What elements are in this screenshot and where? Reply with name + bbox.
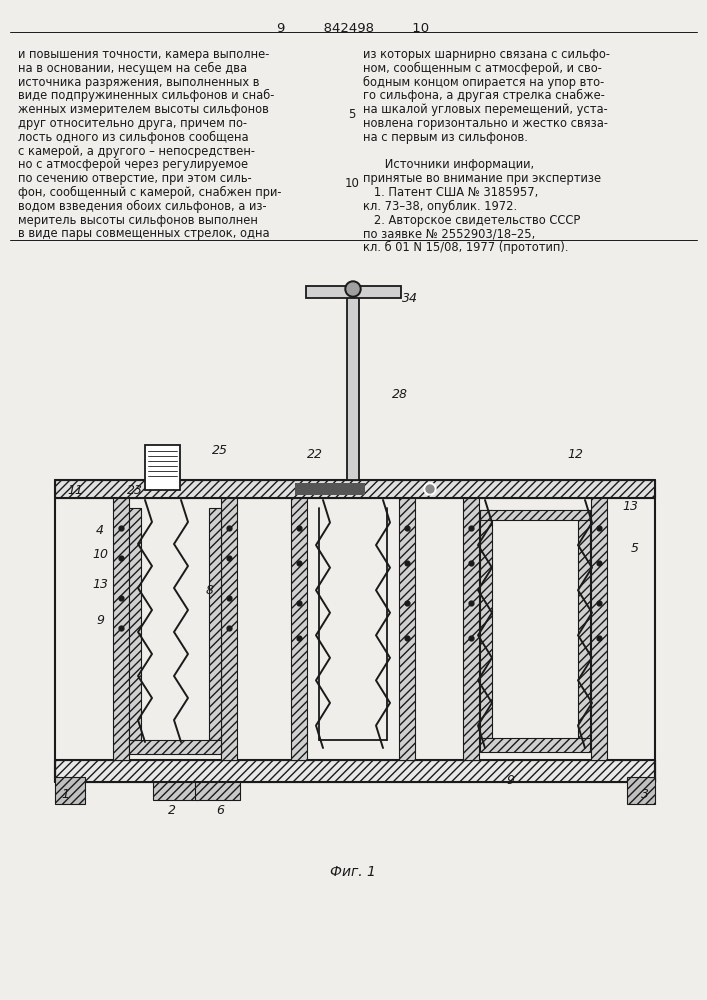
Text: го сильфона, а другая стрелка снабже-: го сильфона, а другая стрелка снабже- [363, 89, 605, 102]
Bar [591, 498, 607, 760]
Text: на шкалой угловых перемещений, уста-: на шкалой угловых перемещений, уста- [363, 103, 608, 116]
Text: 28: 28 [392, 388, 408, 401]
Text: 2. Авторское свидетельство СССР: 2. Авторское свидетельство СССР [363, 214, 580, 227]
Bar [347, 290, 359, 480]
Text: 1: 1 [61, 788, 69, 802]
Bar [480, 510, 590, 520]
Text: 13: 13 [92, 578, 108, 591]
Text: 10: 10 [92, 548, 108, 562]
Text: и повышения точности, камера выполне-: и повышения точности, камера выполне- [18, 48, 269, 61]
Text: Источники информации,: Источники информации, [363, 158, 534, 171]
Text: ном, сообщенным с атмосферой, и сво-: ном, сообщенным с атмосферой, и сво- [363, 62, 602, 75]
Circle shape [426, 485, 434, 493]
Text: по заявке № 2552903/18–25,: по заявке № 2552903/18–25, [363, 227, 535, 240]
Bar [399, 498, 415, 760]
Text: 13: 13 [622, 500, 638, 514]
Text: 10: 10 [344, 177, 359, 190]
Circle shape [424, 483, 436, 495]
Text: 6: 6 [216, 804, 224, 816]
Text: 12: 12 [567, 448, 583, 462]
Bar [480, 510, 492, 738]
Text: на в основании, несущем на себе два: на в основании, несущем на себе два [18, 62, 247, 75]
Bar [129, 740, 221, 754]
Text: 4: 4 [96, 524, 104, 536]
Text: водом взведения обоих сильфонов, а из-: водом взведения обоих сильфонов, а из- [18, 200, 267, 213]
Text: с камерой, а другого – непосредствен-: с камерой, а другого – непосредствен- [18, 145, 255, 158]
Text: виде подпружиненных сильфонов и снаб-: виде подпружиненных сильфонов и снаб- [18, 89, 274, 102]
Text: 22: 22 [307, 448, 323, 462]
Text: из которых шарнирно связана с сильфо-: из которых шарнирно связана с сильфо- [363, 48, 610, 61]
Circle shape [347, 283, 359, 295]
Text: принятые во внимание при экспертизе: принятые во внимание при экспертизе [363, 172, 601, 185]
Text: 23: 23 [127, 484, 143, 496]
Text: 5: 5 [631, 542, 639, 554]
Bar [55, 480, 655, 498]
Text: женных измерителем высоты сильфонов: женных измерителем высоты сильфонов [18, 103, 269, 116]
Text: 8: 8 [206, 584, 214, 596]
Text: но с атмосферой через регулируемое: но с атмосферой через регулируемое [18, 158, 248, 171]
Text: 3: 3 [641, 788, 649, 802]
Circle shape [345, 281, 361, 297]
Text: кл. б 01 N 15/08, 1977 (прототип).: кл. б 01 N 15/08, 1977 (прототип). [363, 241, 568, 254]
Bar [145, 445, 180, 490]
Text: меритель высоты сильфонов выполнен: меритель высоты сильфонов выполнен [18, 214, 258, 227]
Bar [55, 777, 85, 804]
Text: 25: 25 [212, 444, 228, 456]
Text: новлена горизонтально и жестко связа-: новлена горизонтально и жестко связа- [363, 117, 608, 130]
Bar [221, 498, 237, 760]
Text: на с первым из сильфонов.: на с первым из сильфонов. [363, 131, 528, 144]
Text: кл. 73–38, опублик. 1972.: кл. 73–38, опублик. 1972. [363, 200, 517, 213]
Bar [306, 286, 401, 298]
Bar [55, 760, 655, 782]
Bar [578, 510, 590, 738]
Bar [209, 508, 221, 740]
Text: друг относительно друга, причем по-: друг относительно друга, причем по- [18, 117, 247, 130]
Bar [129, 508, 141, 740]
Text: по сечению отверстие, при этом силь-: по сечению отверстие, при этом силь- [18, 172, 252, 185]
Text: 1. Патент США № 3185957,: 1. Патент США № 3185957, [363, 186, 538, 199]
Bar [627, 777, 655, 804]
Text: 11: 11 [67, 484, 83, 496]
Text: в виде пары совмещенных стрелок, одна: в виде пары совмещенных стрелок, одна [18, 227, 269, 240]
Bar [291, 498, 307, 760]
Text: 5: 5 [349, 108, 356, 121]
Text: 9: 9 [506, 774, 514, 786]
Bar [480, 738, 590, 752]
Bar [195, 782, 240, 800]
Text: Фиг. 1: Фиг. 1 [330, 865, 376, 879]
Text: бодным концом опирается на упор вто-: бодным концом опирается на упор вто- [363, 76, 604, 89]
Bar [153, 782, 198, 800]
Text: 9: 9 [96, 613, 104, 626]
Bar [463, 498, 479, 760]
Text: фон, сообщенный с камерой, снабжен при-: фон, сообщенный с камерой, снабжен при- [18, 186, 281, 199]
Text: источника разряжения, выполненных в: источника разряжения, выполненных в [18, 76, 259, 89]
Bar [113, 498, 129, 760]
Text: 2: 2 [168, 804, 176, 816]
Text: 34: 34 [402, 292, 418, 304]
Text: 9         842498         10: 9 842498 10 [277, 22, 429, 35]
Bar [295, 483, 365, 495]
Text: лость одного из сильфонов сообщена: лость одного из сильфонов сообщена [18, 131, 249, 144]
